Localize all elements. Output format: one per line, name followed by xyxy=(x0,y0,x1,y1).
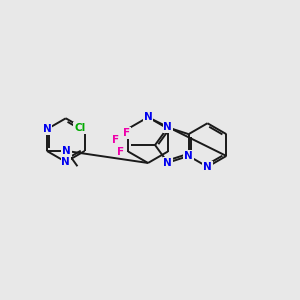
Text: N: N xyxy=(164,122,172,132)
Text: F: F xyxy=(117,147,124,157)
Text: N: N xyxy=(61,157,70,167)
Text: Cl: Cl xyxy=(74,123,85,133)
Text: F: F xyxy=(123,128,130,138)
Text: N: N xyxy=(43,124,51,134)
Text: N: N xyxy=(62,146,71,156)
Text: F: F xyxy=(112,135,119,145)
Text: N: N xyxy=(164,158,172,168)
Text: N: N xyxy=(144,112,152,122)
Text: N: N xyxy=(184,151,193,161)
Text: N: N xyxy=(203,162,212,172)
